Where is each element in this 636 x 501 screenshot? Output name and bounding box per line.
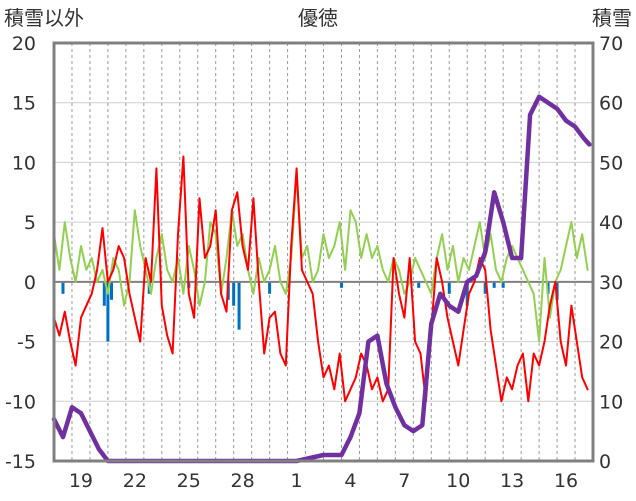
precipitation-bar [61,281,65,294]
right-axis-label: 積雪 [592,6,632,30]
precipitation-bar [417,281,421,288]
x-tick-label: 13 [500,470,524,492]
precipitation-bar [492,281,496,288]
right-tick-label: 40 [599,212,623,234]
precipitation-bar [501,281,505,288]
left-tick-label: 5 [24,212,36,234]
x-tick-labels: 19 22 25 28 1 4 7 10 13 16 [69,470,578,492]
right-tick-labels: 0 10 20 30 40 50 60 70 [599,33,623,473]
x-tick-label: 28 [231,470,255,492]
right-tick-label: 70 [599,33,623,55]
right-tick-label: 0 [599,451,611,473]
x-tick-label: 10 [446,470,470,492]
precipitation-bar [268,281,272,294]
precipitation-bar [102,281,106,306]
left-tick-label: -5 [17,332,36,354]
left-tick-labels: -15 -10 -5 0 5 10 15 20 [5,33,36,473]
left-tick-label: 10 [12,152,36,174]
right-tick-label: 60 [599,93,623,115]
right-tick-label: 50 [599,152,623,174]
left-tick-label: 0 [24,272,36,294]
x-tick-label: 7 [398,470,410,492]
temperature-line [53,155,589,403]
precipitation-bar [339,281,343,288]
left-axis-label: 積雪以外 [4,6,84,30]
x-tick-label: 22 [123,470,147,492]
x-tick-label: 1 [291,470,303,492]
wind-line [53,173,589,343]
right-tick-label: 20 [599,332,623,354]
plot-frame [52,41,595,463]
grid-lines [54,43,593,461]
right-tick-label: 10 [599,391,623,413]
left-tick-label: 15 [12,93,36,115]
precipitation-bar [447,281,451,294]
left-tick-label: -10 [5,391,36,413]
x-tick-label: 4 [344,470,356,492]
x-tick-label: 16 [554,470,578,492]
precipitation-bar [237,281,241,330]
precipitation-bar [465,281,469,306]
left-tick-label: 20 [12,33,36,55]
precipitation-bar [232,281,236,306]
right-tick-label: 30 [599,272,623,294]
precipitation-bar [109,281,113,300]
precipitation-bar [106,281,110,342]
left-tick-label: -15 [5,451,36,473]
chart-title: 優徳 [298,6,338,30]
x-tick-label: 25 [177,470,201,492]
precipitation-bar [483,281,487,294]
x-tick-label: 19 [69,470,93,492]
